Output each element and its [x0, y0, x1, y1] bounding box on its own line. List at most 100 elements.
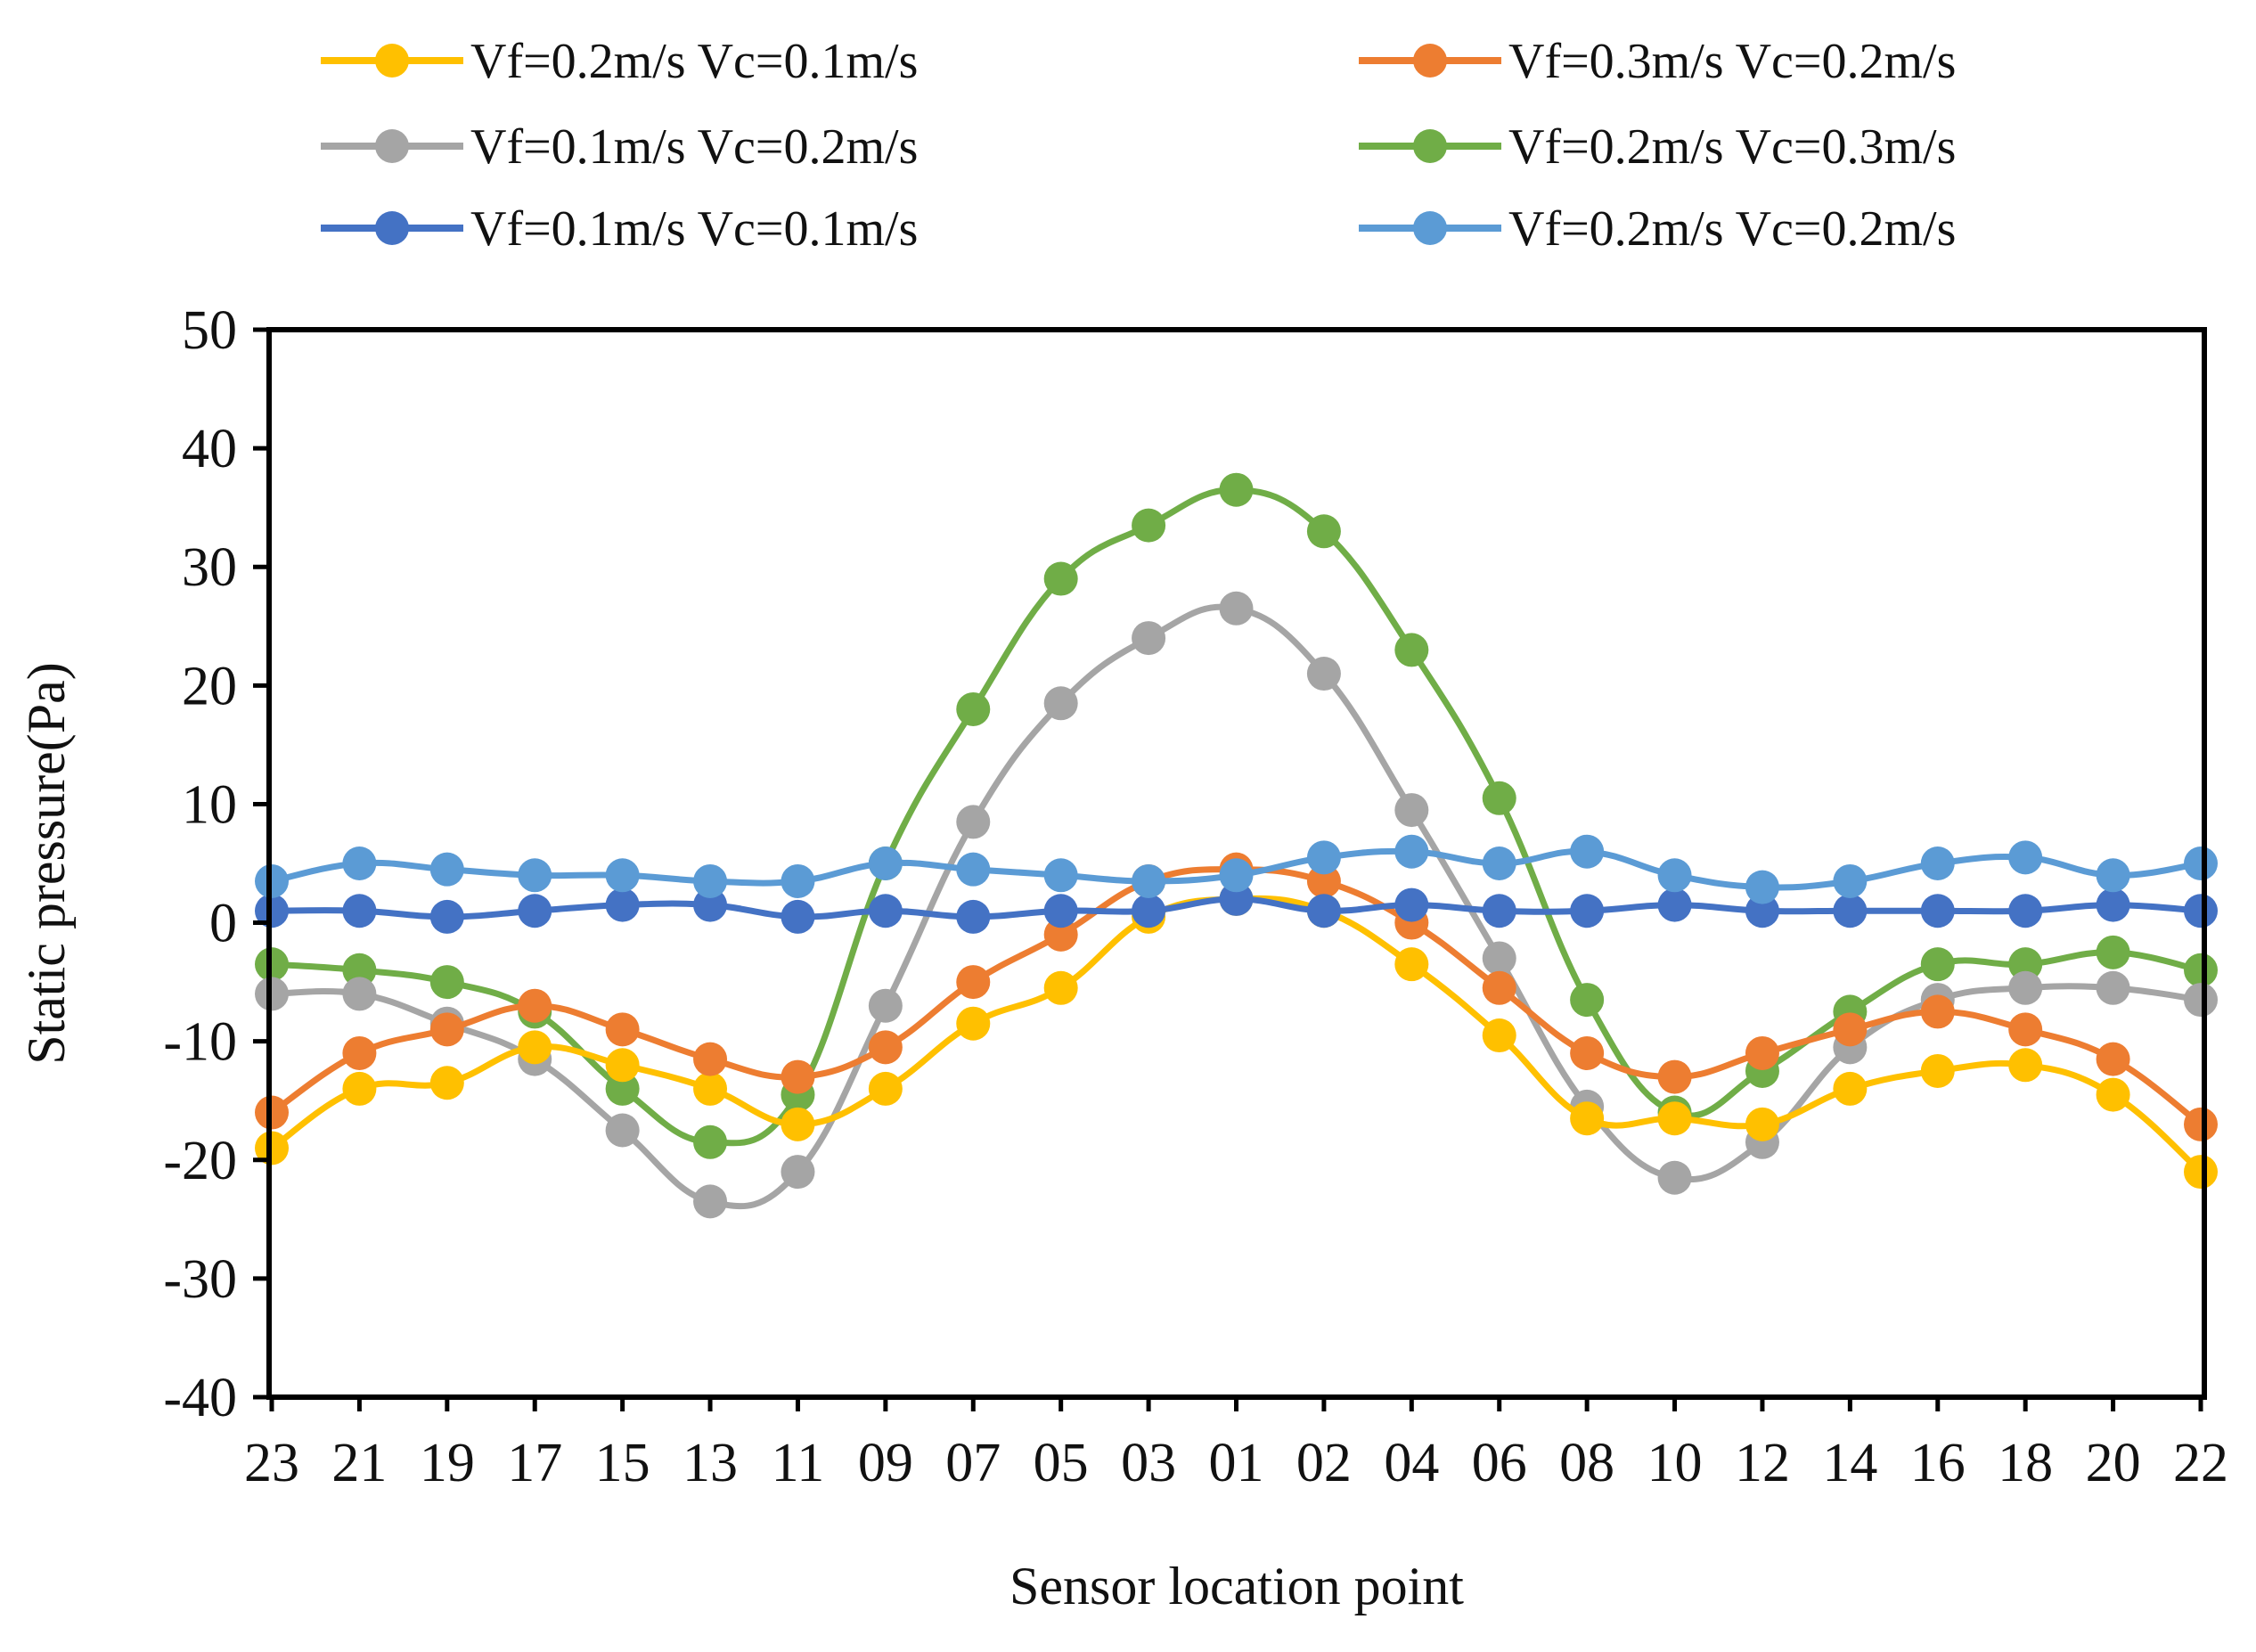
x-axis-title: Sensor location point	[1009, 1557, 1464, 1615]
y-tick-label: 40	[182, 419, 237, 479]
data-point	[1132, 863, 1166, 898]
data-point	[2096, 858, 2130, 893]
data-point	[781, 1059, 815, 1094]
series-layer	[255, 472, 2218, 1219]
data-point	[518, 894, 552, 928]
legend-item: Vf=0.2m/s Vc=0.2m/s	[1359, 201, 1956, 257]
data-point	[429, 1012, 464, 1047]
data-point	[693, 1042, 728, 1076]
data-point	[1219, 858, 1254, 893]
data-point	[2184, 1155, 2218, 1190]
data-point	[693, 1125, 728, 1159]
legend-label: Vf=0.1m/s Vc=0.1m/s	[470, 201, 918, 257]
data-point	[1132, 621, 1166, 656]
data-point	[868, 988, 903, 1023]
data-point	[2096, 1077, 2130, 1112]
data-point	[2008, 1048, 2043, 1083]
data-point	[2184, 846, 2218, 880]
legend-swatch-marker	[375, 211, 409, 245]
data-point	[1482, 781, 1516, 815]
data-point	[1657, 1160, 1692, 1195]
data-point	[2008, 894, 2043, 928]
legend-label: Vf=0.2m/s Vc=0.3m/s	[1508, 119, 1956, 175]
data-point	[342, 894, 377, 928]
x-tick-label: 07	[945, 1433, 1001, 1493]
x-axis: 23 21 19 17 15 13 11 09 07 05 03 01 02 04 06 08 10 12 14 16…	[244, 1397, 2228, 1493]
x-tick-label: 15	[595, 1433, 650, 1493]
x-tick-label: 23	[244, 1433, 299, 1493]
y-tick-label: -20	[163, 1131, 237, 1191]
data-point	[1482, 846, 1516, 880]
data-point	[2184, 894, 2218, 928]
data-point	[693, 887, 728, 922]
legend-item: Vf=0.1m/s Vc=0.1m/s	[321, 201, 918, 257]
data-point	[2184, 953, 2218, 987]
data-point	[1306, 840, 1341, 875]
data-point	[2096, 935, 2130, 969]
data-point	[1394, 793, 1429, 828]
data-point	[1657, 858, 1692, 893]
data-point	[429, 899, 464, 934]
data-point	[2096, 887, 2130, 922]
data-point	[1920, 894, 1955, 928]
x-tick-label: 17	[507, 1433, 562, 1493]
series-5	[255, 881, 2218, 934]
data-point	[2096, 970, 2130, 1005]
data-point	[605, 1012, 640, 1047]
data-point	[429, 965, 464, 1000]
data-point	[1920, 947, 1955, 982]
data-point	[1132, 894, 1166, 928]
data-point	[2096, 1042, 2130, 1076]
data-point	[2008, 970, 2043, 1005]
data-point	[605, 1071, 640, 1106]
x-tick-label: 10	[1647, 1433, 1703, 1493]
data-point	[1043, 970, 1078, 1005]
data-point	[429, 852, 464, 887]
x-tick-label: 22	[2173, 1433, 2228, 1493]
data-point	[868, 1071, 903, 1106]
data-point	[1394, 633, 1429, 667]
data-point	[781, 1155, 815, 1190]
x-tick-label: 19	[420, 1433, 475, 1493]
data-point	[1570, 1035, 1605, 1070]
x-tick-label: 21	[331, 1433, 387, 1493]
x-tick-label: 01	[1209, 1433, 1264, 1493]
data-point	[605, 887, 640, 922]
data-point	[1219, 881, 1254, 916]
data-point	[1306, 657, 1341, 691]
data-point	[781, 1107, 815, 1141]
data-point	[1306, 514, 1341, 549]
data-point	[693, 1184, 728, 1219]
legend-swatch-marker	[1413, 129, 1447, 163]
data-point	[1219, 591, 1254, 626]
legend: Vf=0.2m/s Vc=0.1m/s Vf=0.3m/s Vc=0.2m/s Vf…	[321, 34, 1956, 257]
data-point	[1920, 1053, 1955, 1088]
legend-item: Vf=0.2m/s Vc=0.3m/s	[1359, 119, 1956, 175]
legend-label: Vf=0.2m/s Vc=0.1m/s	[470, 34, 918, 89]
data-point	[1833, 894, 1868, 928]
data-point	[1394, 887, 1429, 922]
data-point	[1657, 887, 1692, 922]
data-point	[693, 1071, 728, 1106]
y-tick-label: -40	[163, 1368, 237, 1428]
data-point	[342, 953, 377, 987]
data-point	[956, 691, 991, 726]
data-point	[1306, 863, 1341, 898]
data-point	[1833, 1012, 1868, 1047]
data-point	[1043, 894, 1078, 928]
data-point	[956, 805, 991, 839]
series-1	[255, 881, 2218, 1190]
data-point	[1394, 947, 1429, 982]
data-point	[342, 846, 377, 880]
data-point	[518, 988, 552, 1023]
legend-item: Vf=0.2m/s Vc=0.1m/s	[321, 34, 918, 89]
data-point	[868, 1030, 903, 1065]
data-point	[1043, 917, 1078, 952]
legend-swatch-marker	[1413, 44, 1447, 78]
data-point	[1745, 870, 1779, 904]
data-point	[781, 863, 815, 898]
data-point	[1482, 894, 1516, 928]
data-point	[781, 899, 815, 934]
